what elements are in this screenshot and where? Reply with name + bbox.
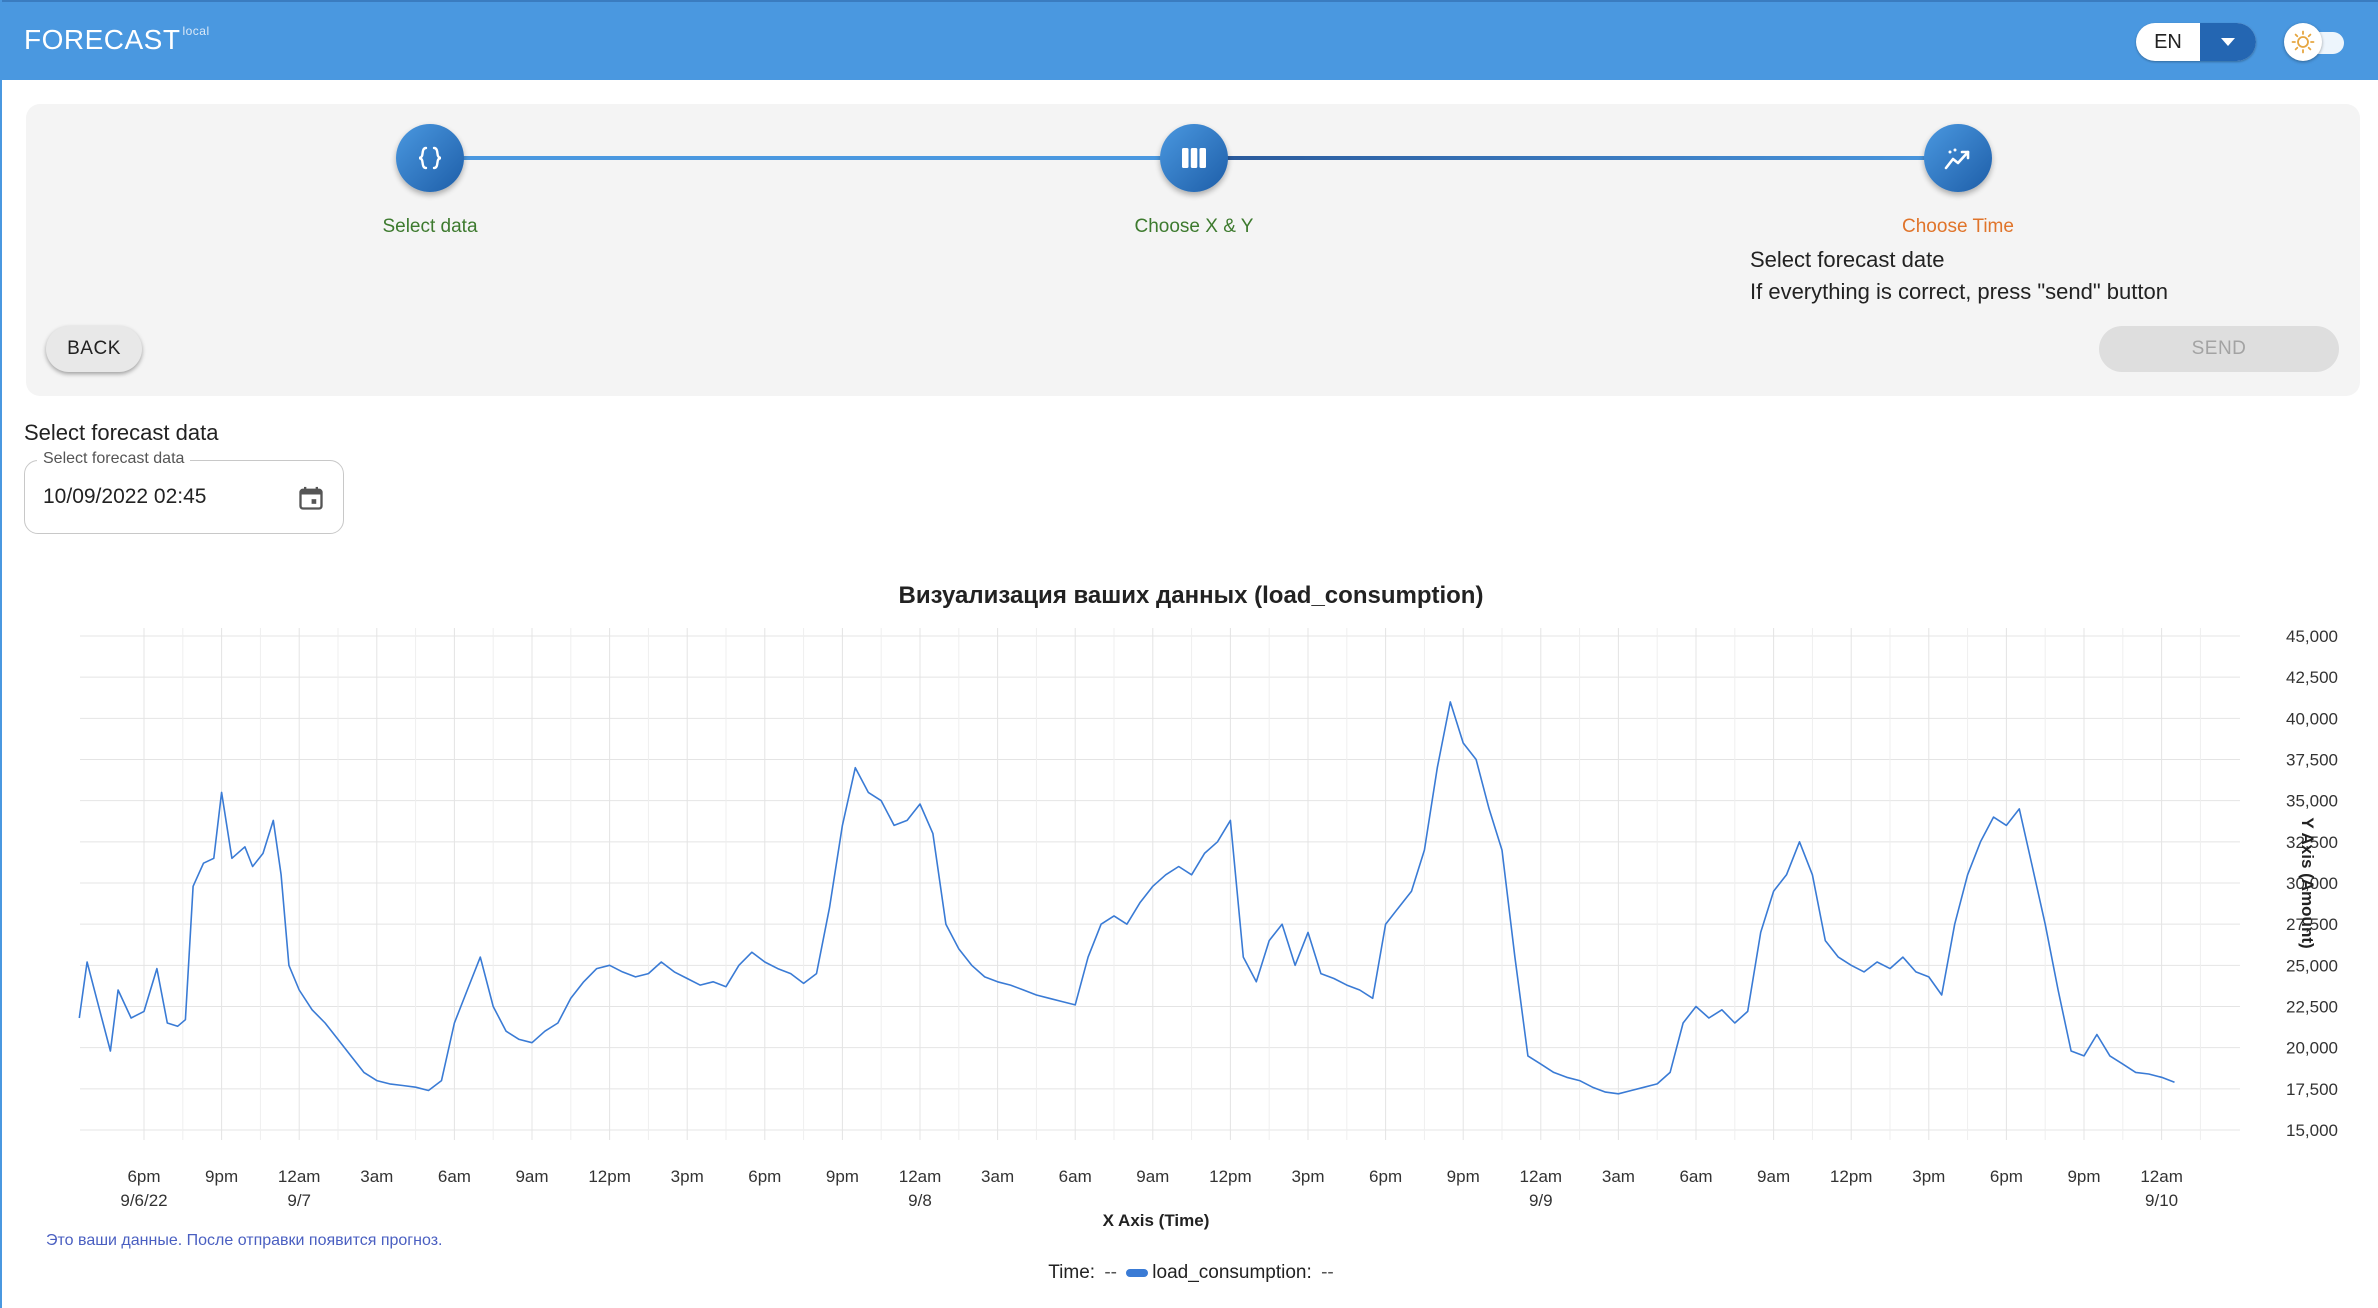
step-connector-1 <box>454 156 1190 160</box>
line-chart[interactable]: 15,000 17,500 20,000 22,500 25,000 27,500 30,0… <box>2 570 2378 1230</box>
x-axis-title: X Axis (Time) <box>1103 1211 1210 1230</box>
y-tick-label: 27,500 <box>2286 915 2338 934</box>
legend-time-label: Time: <box>1048 1262 1096 1283</box>
back-button[interactable]: BACK <box>46 326 142 372</box>
x-tick-label: 6pm <box>127 1167 160 1186</box>
y-tick-label: 25,000 <box>2286 956 2338 975</box>
braces-icon <box>418 146 442 170</box>
x-tick-label: 9am <box>1136 1167 1169 1186</box>
x-tick-label: 9pm <box>205 1167 238 1186</box>
x-tick-label: 3pm <box>1912 1167 1945 1186</box>
step-description-line2: If everything is correct, press "send" b… <box>1750 279 2168 304</box>
language-dropdown-button[interactable] <box>2200 23 2256 61</box>
x-tick-label: 12am <box>278 1167 321 1186</box>
x-tick-date-label: 9/8 <box>908 1191 932 1210</box>
step-label-choose-xy: Choose X & Y <box>1134 216 1254 237</box>
y-tick-label: 45,000 <box>2286 627 2338 646</box>
y-tick-label: 30,000 <box>2286 874 2338 893</box>
y-tick-label: 32,500 <box>2286 833 2338 852</box>
x-tick-label: 9pm <box>1447 1167 1480 1186</box>
chart-legend: Time: -- load_consumption: -- <box>2 1262 2378 1284</box>
toggle-knob[interactable] <box>2284 23 2322 61</box>
app-bar: FORECAST local EN <box>2 0 2378 80</box>
language-label: EN <box>2154 31 2182 53</box>
x-tick-label: 6pm <box>1990 1167 2023 1186</box>
y-tick-label: 37,500 <box>2286 751 2338 770</box>
x-tick-label: 3pm <box>671 1167 704 1186</box>
x-tick-label: 12am <box>2140 1167 2183 1186</box>
step-label-choose-time: Choose Time <box>1902 216 2014 237</box>
chart-title: Визуализация ваших данных (load_consumpt… <box>898 582 1484 609</box>
step-select-data[interactable] <box>396 124 464 192</box>
x-tick-label: 3am <box>981 1167 1014 1186</box>
app-title-text: FORECAST <box>24 24 181 55</box>
x-tick-label: 12pm <box>1209 1167 1252 1186</box>
env-badge: local <box>182 23 210 38</box>
x-tick-label: 9am <box>515 1167 548 1186</box>
chart-container: 15,000 17,500 20,000 22,500 25,000 27,500 30,0… <box>2 570 2378 1308</box>
x-tick-label: 9pm <box>2067 1167 2100 1186</box>
y-tick-label: 17,500 <box>2286 1080 2338 1099</box>
x-tick-label: 6am <box>1679 1167 1712 1186</box>
x-tick-date-label: 9/9 <box>1529 1191 1553 1210</box>
y-tick-label: 20,000 <box>2286 1039 2338 1058</box>
x-tick-label: 3am <box>360 1167 393 1186</box>
stepper-panel: Select data Choose X & Y Choose Time Sel… <box>26 104 2360 396</box>
y-tick-label: 40,000 <box>2286 709 2338 728</box>
step-description: Select forecast date If everything is co… <box>1750 244 2168 308</box>
legend-time-value: -- <box>1104 1262 1117 1283</box>
series-line-load_consumption <box>78 701 2175 1095</box>
x-tick-label: 6pm <box>1369 1167 1402 1186</box>
chart-note: Это ваши данные. После отправки появится… <box>46 1232 443 1249</box>
sun-icon <box>2291 30 2315 54</box>
x-tick-label: 9am <box>1757 1167 1790 1186</box>
x-tick-label: 12am <box>1520 1167 1563 1186</box>
app-title[interactable]: FORECAST local <box>24 24 210 56</box>
forecast-date-input[interactable]: Select forecast data 10/09/2022 02:45 <box>24 450 344 534</box>
language-selector[interactable]: EN <box>2136 23 2256 61</box>
legend-series-label: load_consumption: <box>1152 1262 1312 1283</box>
x-tick-label: 6am <box>1059 1167 1092 1186</box>
y-axis-title: Y Axis (Amount) <box>2298 817 2317 948</box>
date-picker-heading: Select forecast data <box>24 420 219 445</box>
y-tick-label: 42,500 <box>2286 668 2338 687</box>
send-button[interactable]: SEND <box>2099 326 2339 372</box>
step-choose-time[interactable] <box>1924 124 1992 192</box>
x-tick-label: 12pm <box>588 1167 631 1186</box>
step-choose-xy[interactable] <box>1160 124 1228 192</box>
legend-series-swatch <box>1126 1268 1149 1277</box>
calendar-icon[interactable] <box>297 484 325 512</box>
x-tick-label: 3pm <box>1291 1167 1324 1186</box>
x-tick-label: 6am <box>438 1167 471 1186</box>
legend-series-value: -- <box>1321 1262 1334 1283</box>
date-field-legend: Select forecast data <box>37 450 191 468</box>
x-tick-label: 12pm <box>1830 1167 1873 1186</box>
x-tick-date-label: 9/7 <box>287 1191 311 1210</box>
step-connector-2 <box>1226 156 1962 160</box>
x-tick-date-label: 9/6/22 <box>120 1191 167 1210</box>
step-label-select-data: Select data <box>382 216 478 237</box>
x-tick-label: 9pm <box>826 1167 859 1186</box>
y-tick-label: 22,500 <box>2286 998 2338 1017</box>
trend-icon <box>1944 148 1970 170</box>
x-tick-label: 12am <box>899 1167 942 1186</box>
date-field-value[interactable]: 10/09/2022 02:45 <box>43 485 207 508</box>
columns-icon <box>1182 148 1206 168</box>
y-tick-label: 35,000 <box>2286 792 2338 811</box>
step-description-line1: Select forecast date <box>1750 247 1945 272</box>
y-tick-label: 15,000 <box>2286 1121 2338 1140</box>
x-tick-label: 3am <box>1602 1167 1635 1186</box>
x-tick-date-label: 9/10 <box>2145 1191 2178 1210</box>
theme-toggle[interactable] <box>2284 23 2348 61</box>
x-tick-label: 6pm <box>748 1167 781 1186</box>
